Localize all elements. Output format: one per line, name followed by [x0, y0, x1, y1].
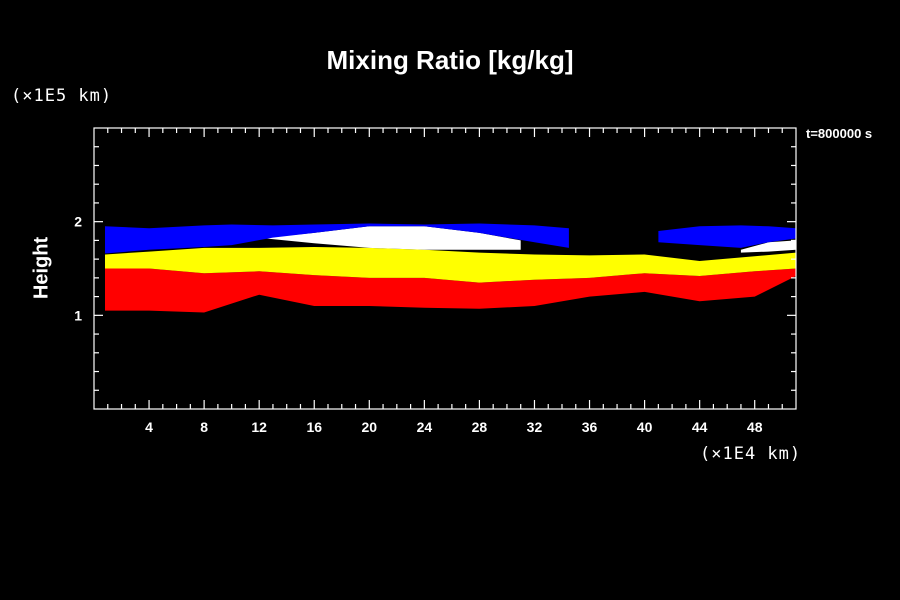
x-tick-label: 48 [747, 419, 763, 435]
x-axis-unit: (×1E4 km) [700, 444, 802, 464]
layer-4 [105, 223, 569, 254]
chart-areas [105, 223, 796, 313]
layer-2 [266, 226, 521, 250]
plot-frame [93, 127, 797, 410]
x-tick-label: 40 [637, 419, 653, 435]
x-tick-label: 36 [582, 419, 598, 435]
x-tick-label: 8 [200, 419, 208, 435]
chart-title: Mixing Ratio [kg/kg] [326, 45, 574, 75]
layer-1 [105, 247, 796, 283]
x-tick-label: 32 [527, 419, 543, 435]
layer-3 [740, 240, 796, 253]
x-tick-label: 28 [472, 419, 488, 435]
x-tick-label: 20 [362, 419, 378, 435]
x-tick-label: 12 [251, 419, 267, 435]
y-axis-unit: (×1E5 km) [11, 86, 113, 106]
layer-0 [105, 268, 796, 313]
y-tick-label: 2 [74, 214, 82, 230]
x-tick-label: 4 [145, 419, 153, 435]
x-tick-label: 16 [306, 419, 322, 435]
time-annotation: t=800000 s [806, 126, 873, 141]
x-tick-label: 24 [417, 419, 433, 435]
y-tick-label: 1 [74, 307, 82, 323]
x-tick-label: 44 [692, 419, 708, 435]
layer-5 [658, 225, 796, 248]
